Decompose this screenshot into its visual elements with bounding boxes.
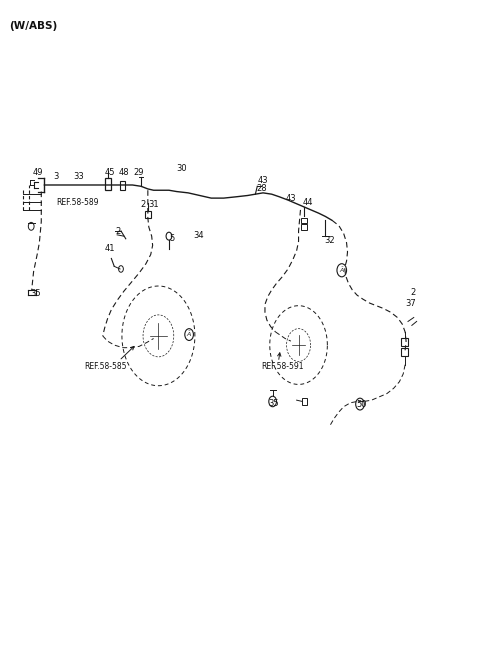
Text: 45: 45 bbox=[105, 168, 115, 177]
Text: 37: 37 bbox=[405, 299, 416, 308]
Text: 41: 41 bbox=[105, 244, 115, 253]
Text: 35: 35 bbox=[268, 399, 278, 408]
Bar bbox=[301, 224, 307, 230]
Text: $\bar{A}$: $\bar{A}$ bbox=[186, 330, 192, 339]
Text: 31: 31 bbox=[148, 199, 158, 209]
Bar bbox=[105, 178, 111, 190]
Text: REF.58-591: REF.58-591 bbox=[261, 362, 304, 371]
Text: 49: 49 bbox=[33, 168, 43, 177]
Bar bbox=[401, 348, 408, 356]
Text: 2: 2 bbox=[115, 227, 120, 236]
Text: (W/ABS): (W/ABS) bbox=[9, 21, 57, 31]
Text: 48: 48 bbox=[119, 168, 130, 177]
Text: 5: 5 bbox=[169, 234, 174, 243]
Text: 32: 32 bbox=[324, 236, 335, 245]
Text: REF.58-589: REF.58-589 bbox=[57, 197, 99, 207]
Text: $\bar{A}$: $\bar{A}$ bbox=[339, 266, 345, 275]
Text: 33: 33 bbox=[73, 172, 84, 181]
Text: 30: 30 bbox=[177, 164, 187, 173]
Text: 2: 2 bbox=[411, 287, 416, 297]
Text: 50: 50 bbox=[356, 400, 367, 409]
Bar bbox=[401, 338, 408, 346]
Text: 28: 28 bbox=[256, 184, 267, 193]
Text: 3: 3 bbox=[53, 172, 58, 181]
Bar bbox=[302, 398, 307, 405]
Bar bbox=[120, 181, 125, 190]
Text: 44: 44 bbox=[302, 198, 313, 207]
Text: 43: 43 bbox=[286, 194, 297, 203]
Text: REF.58-585: REF.58-585 bbox=[84, 362, 127, 371]
Text: 43: 43 bbox=[257, 176, 268, 185]
Text: 34: 34 bbox=[193, 231, 204, 240]
Text: 35: 35 bbox=[31, 289, 41, 298]
Bar bbox=[145, 211, 151, 218]
Text: 29: 29 bbox=[133, 168, 144, 177]
Bar bbox=[301, 218, 307, 223]
Text: 2: 2 bbox=[140, 199, 145, 209]
